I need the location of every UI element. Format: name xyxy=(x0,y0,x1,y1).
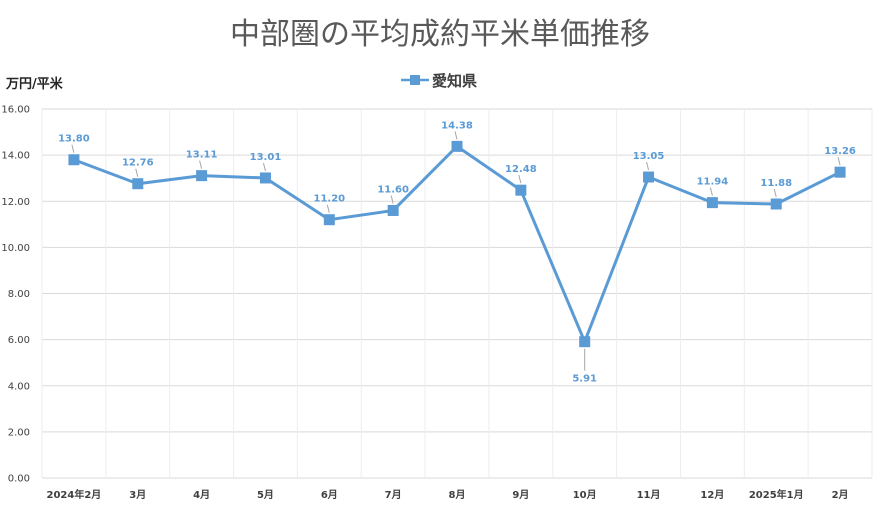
x-tick-label: 2025年1月 xyxy=(749,488,804,501)
data-label: 11.60 xyxy=(377,184,409,195)
y-tick-label: 6.00 xyxy=(8,335,30,346)
x-tick-label: 5月 xyxy=(257,489,274,501)
y-axis-ticks: 0.00 2.00 4.00 6.00 8.00 10.00 12.00 14.00 16.00 xyxy=(1,105,30,485)
x-tick-label: 4月 xyxy=(193,489,210,501)
leader-line xyxy=(773,188,777,198)
data-point xyxy=(706,197,718,209)
legend-marker xyxy=(410,75,420,85)
data-label: 11.88 xyxy=(760,178,792,189)
y-tick-label: 8.00 xyxy=(8,289,30,300)
y-tick-label: 14.00 xyxy=(1,151,30,162)
data-point xyxy=(68,154,80,166)
chart-title: 中部圏の平均成約平米単価推移 xyxy=(230,17,650,52)
grid xyxy=(41,108,873,479)
leader-line xyxy=(646,161,650,171)
data-point xyxy=(451,140,463,152)
y-tick-label: 2.00 xyxy=(8,427,30,438)
leader-line xyxy=(262,162,266,172)
y-tick-label: 10.00 xyxy=(1,243,30,254)
data-point xyxy=(196,170,208,182)
x-axis-ticks: 2024年2月 3月 4月 5月 6月 7月 8月 9月 10月 11月 12月 2025年1月 2月 xyxy=(47,488,849,501)
data-label: 5.91 xyxy=(572,374,597,385)
x-tick-label: 12月 xyxy=(700,489,724,501)
data-point xyxy=(515,184,527,196)
data-point xyxy=(579,336,591,348)
legend-label: 愛知県 xyxy=(432,72,477,90)
x-tick-label: 2月 xyxy=(832,489,849,501)
leader-line xyxy=(390,195,394,204)
data-label: 11.20 xyxy=(313,194,345,205)
series-line-group xyxy=(68,140,846,348)
data-labels: 13.80 12.76 13.11 13.01 11.20 11.60 14.38 12.48… xyxy=(58,120,856,384)
legend: 愛知県 xyxy=(401,72,477,90)
x-tick-label: 8月 xyxy=(449,489,466,501)
data-label: 13.01 xyxy=(250,152,282,163)
x-tick-label: 11月 xyxy=(637,489,661,501)
y-tick-label: 16.00 xyxy=(1,105,30,116)
data-point xyxy=(770,198,782,210)
data-point xyxy=(387,204,399,216)
leader-line xyxy=(518,175,522,184)
data-label: 13.11 xyxy=(186,150,218,161)
leader-line xyxy=(709,187,713,196)
x-tick-label: 2024年2月 xyxy=(47,488,102,501)
data-label: 12.48 xyxy=(505,164,537,175)
leader-line xyxy=(837,157,841,166)
leader-line xyxy=(71,144,75,153)
data-point xyxy=(834,166,846,178)
data-label: 13.80 xyxy=(58,134,90,145)
leader-line xyxy=(454,131,458,140)
y-tick-label: 12.00 xyxy=(1,197,30,208)
leader-line xyxy=(326,204,330,213)
x-tick-label: 6月 xyxy=(321,489,338,501)
x-tick-label: 9月 xyxy=(512,489,529,501)
data-point xyxy=(132,178,144,190)
y-axis-label: 万円/平米 xyxy=(5,76,64,92)
data-label: 11.94 xyxy=(697,177,729,188)
data-label: 14.38 xyxy=(441,120,473,131)
data-label: 13.26 xyxy=(824,146,856,157)
data-point xyxy=(643,171,655,183)
x-tick-label: 7月 xyxy=(385,489,402,501)
leader-line xyxy=(199,160,203,169)
y-tick-label: 0.00 xyxy=(8,474,30,485)
x-tick-label: 3月 xyxy=(129,489,146,501)
x-tick-label: 10月 xyxy=(573,489,597,501)
data-point xyxy=(323,214,335,226)
data-label: 12.76 xyxy=(122,158,154,169)
data-label: 13.05 xyxy=(633,151,665,162)
data-point xyxy=(259,172,271,184)
y-tick-label: 4.00 xyxy=(8,381,30,392)
leader-line xyxy=(135,168,139,177)
